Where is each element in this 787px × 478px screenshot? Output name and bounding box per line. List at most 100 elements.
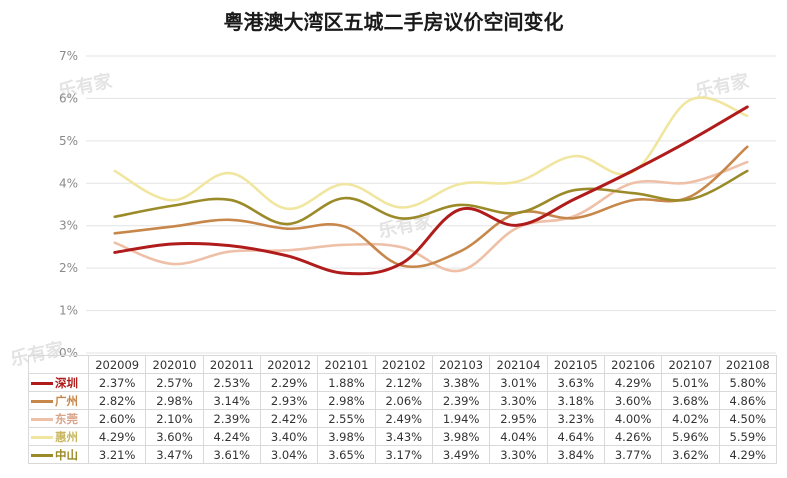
y-tick-label: 2% xyxy=(59,261,78,275)
data-label: 3.77% xyxy=(603,445,663,464)
x-tick-label: 202107 xyxy=(661,355,720,374)
legend-swatch xyxy=(31,453,53,457)
data-label: 3.47% xyxy=(145,445,204,464)
data-label: 3.98% xyxy=(317,427,376,446)
data-label: 3.18% xyxy=(546,391,605,410)
data-label: 4.04% xyxy=(489,427,548,446)
data-label: 3.68% xyxy=(661,391,720,410)
data-label: 4.02% xyxy=(661,409,720,428)
table-row: 东莞 2.60% 2.10% 2.39% 2.42% 2.55% 2.49% 1.94% 2.9… xyxy=(28,409,778,428)
data-label: 4.29% xyxy=(603,373,663,392)
y-axis: 0%1%2%3%4%5%6%7% xyxy=(59,49,78,360)
legend-swatch xyxy=(31,381,53,385)
data-label: 3.01% xyxy=(489,373,548,392)
series-line-2 xyxy=(113,145,749,268)
legend-entry: 东莞 xyxy=(28,409,89,428)
chart-title: 粤港澳大湾区五城二手房议价空间变化 xyxy=(223,10,564,34)
data-label: 3.23% xyxy=(546,409,605,428)
legend-entry: 惠州 xyxy=(28,427,89,446)
data-label: 4.26% xyxy=(603,427,663,446)
y-tick-label: 4% xyxy=(59,176,78,190)
data-label: 4.29% xyxy=(718,445,778,464)
legend-label: 广州 xyxy=(55,393,78,408)
legend-entry: 中山 xyxy=(28,445,89,464)
data-label: 3.38% xyxy=(431,373,491,392)
data-label: 4.24% xyxy=(202,427,261,446)
legend-swatch xyxy=(31,417,53,421)
table-row: 惠州 4.29% 3.60% 4.24% 3.40% 3.98% 3.43% 3.98% 4.0… xyxy=(28,427,778,446)
data-label: 3.62% xyxy=(661,445,720,464)
x-tick-label: 202011 xyxy=(202,355,261,374)
data-label: 2.93% xyxy=(259,391,319,410)
x-tick-label: 202106 xyxy=(603,355,663,374)
x-tick-label: 202102 xyxy=(374,355,433,374)
x-tick-label: 202108 xyxy=(718,355,778,374)
data-label: 2.53% xyxy=(202,373,261,392)
legend-swatch xyxy=(31,435,53,439)
data-label: 2.29% xyxy=(259,373,319,392)
series-line-3 xyxy=(113,160,749,273)
data-label: 2.12% xyxy=(374,373,433,392)
x-tick-label: 202012 xyxy=(259,355,319,374)
data-label: 3.65% xyxy=(317,445,376,464)
series-line-1 xyxy=(113,105,749,276)
data-label: 4.50% xyxy=(718,409,778,428)
data-label: 4.00% xyxy=(603,409,663,428)
data-label: 3.60% xyxy=(603,391,663,410)
table-row: 深圳 2.37% 2.57% 2.53% 2.29% 1.88% 2.12% 3.38% 3.0… xyxy=(28,373,778,392)
data-label: 4.86% xyxy=(718,391,778,410)
series-line-5 xyxy=(113,169,749,226)
data-label: 3.43% xyxy=(374,427,433,446)
data-label: 5.59% xyxy=(718,427,778,446)
table-row: 中山 3.21% 3.47% 3.61% 3.04% 3.65% 3.17% 3.49% 3.3… xyxy=(28,445,778,464)
table-header-row: 202009 202010 202011 202012 202101 202102 2021… xyxy=(28,355,778,374)
data-label: 3.14% xyxy=(202,391,261,410)
data-label: 2.10% xyxy=(145,409,204,428)
data-label: 5.01% xyxy=(661,373,720,392)
data-label: 2.82% xyxy=(87,391,147,410)
data-label: 3.60% xyxy=(145,427,204,446)
data-label: 2.98% xyxy=(145,391,204,410)
data-label: 2.55% xyxy=(317,409,376,428)
legend-entry: 深圳 xyxy=(28,373,89,392)
table-corner xyxy=(28,355,89,374)
legend-label: 惠州 xyxy=(55,429,78,444)
data-label: 2.06% xyxy=(374,391,433,410)
legend-label: 中山 xyxy=(55,447,78,462)
data-label: 3.98% xyxy=(431,427,491,446)
data-label: 5.96% xyxy=(661,427,720,446)
data-label: 2.39% xyxy=(202,409,261,428)
data-label: 4.64% xyxy=(546,427,605,446)
data-table: 202009 202010 202011 202012 202101 202102 2021… xyxy=(28,355,778,464)
x-tick-label: 202105 xyxy=(546,355,605,374)
data-label: 3.63% xyxy=(546,373,605,392)
data-label: 2.37% xyxy=(87,373,147,392)
legend-label: 东莞 xyxy=(55,411,78,426)
y-tick-label: 7% xyxy=(59,49,78,63)
data-label: 2.39% xyxy=(431,391,491,410)
data-label: 3.61% xyxy=(202,445,261,464)
y-tick-label: 3% xyxy=(59,219,78,233)
x-tick-label: 202103 xyxy=(431,355,491,374)
data-label: 3.84% xyxy=(546,445,605,464)
gridlines xyxy=(86,55,776,354)
y-tick-label: 6% xyxy=(59,91,78,105)
data-label: 3.40% xyxy=(259,427,319,446)
data-label: 3.17% xyxy=(374,445,433,464)
data-label: 2.95% xyxy=(489,409,548,428)
data-label: 3.04% xyxy=(259,445,319,464)
data-label: 1.94% xyxy=(431,409,491,428)
x-tick-label: 202104 xyxy=(489,355,548,374)
x-tick-label: 202009 xyxy=(87,355,147,374)
data-label: 2.42% xyxy=(259,409,319,428)
data-label: 2.98% xyxy=(317,391,376,410)
data-label: 1.88% xyxy=(317,373,376,392)
legend-entry: 广州 xyxy=(28,391,89,410)
data-label: 5.80% xyxy=(718,373,778,392)
series-line-4 xyxy=(113,96,749,211)
y-tick-label: 1% xyxy=(59,304,78,318)
legend-swatch xyxy=(31,399,53,403)
data-label: 2.49% xyxy=(374,409,433,428)
data-label: 3.49% xyxy=(431,445,491,464)
data-label: 2.60% xyxy=(87,409,147,428)
